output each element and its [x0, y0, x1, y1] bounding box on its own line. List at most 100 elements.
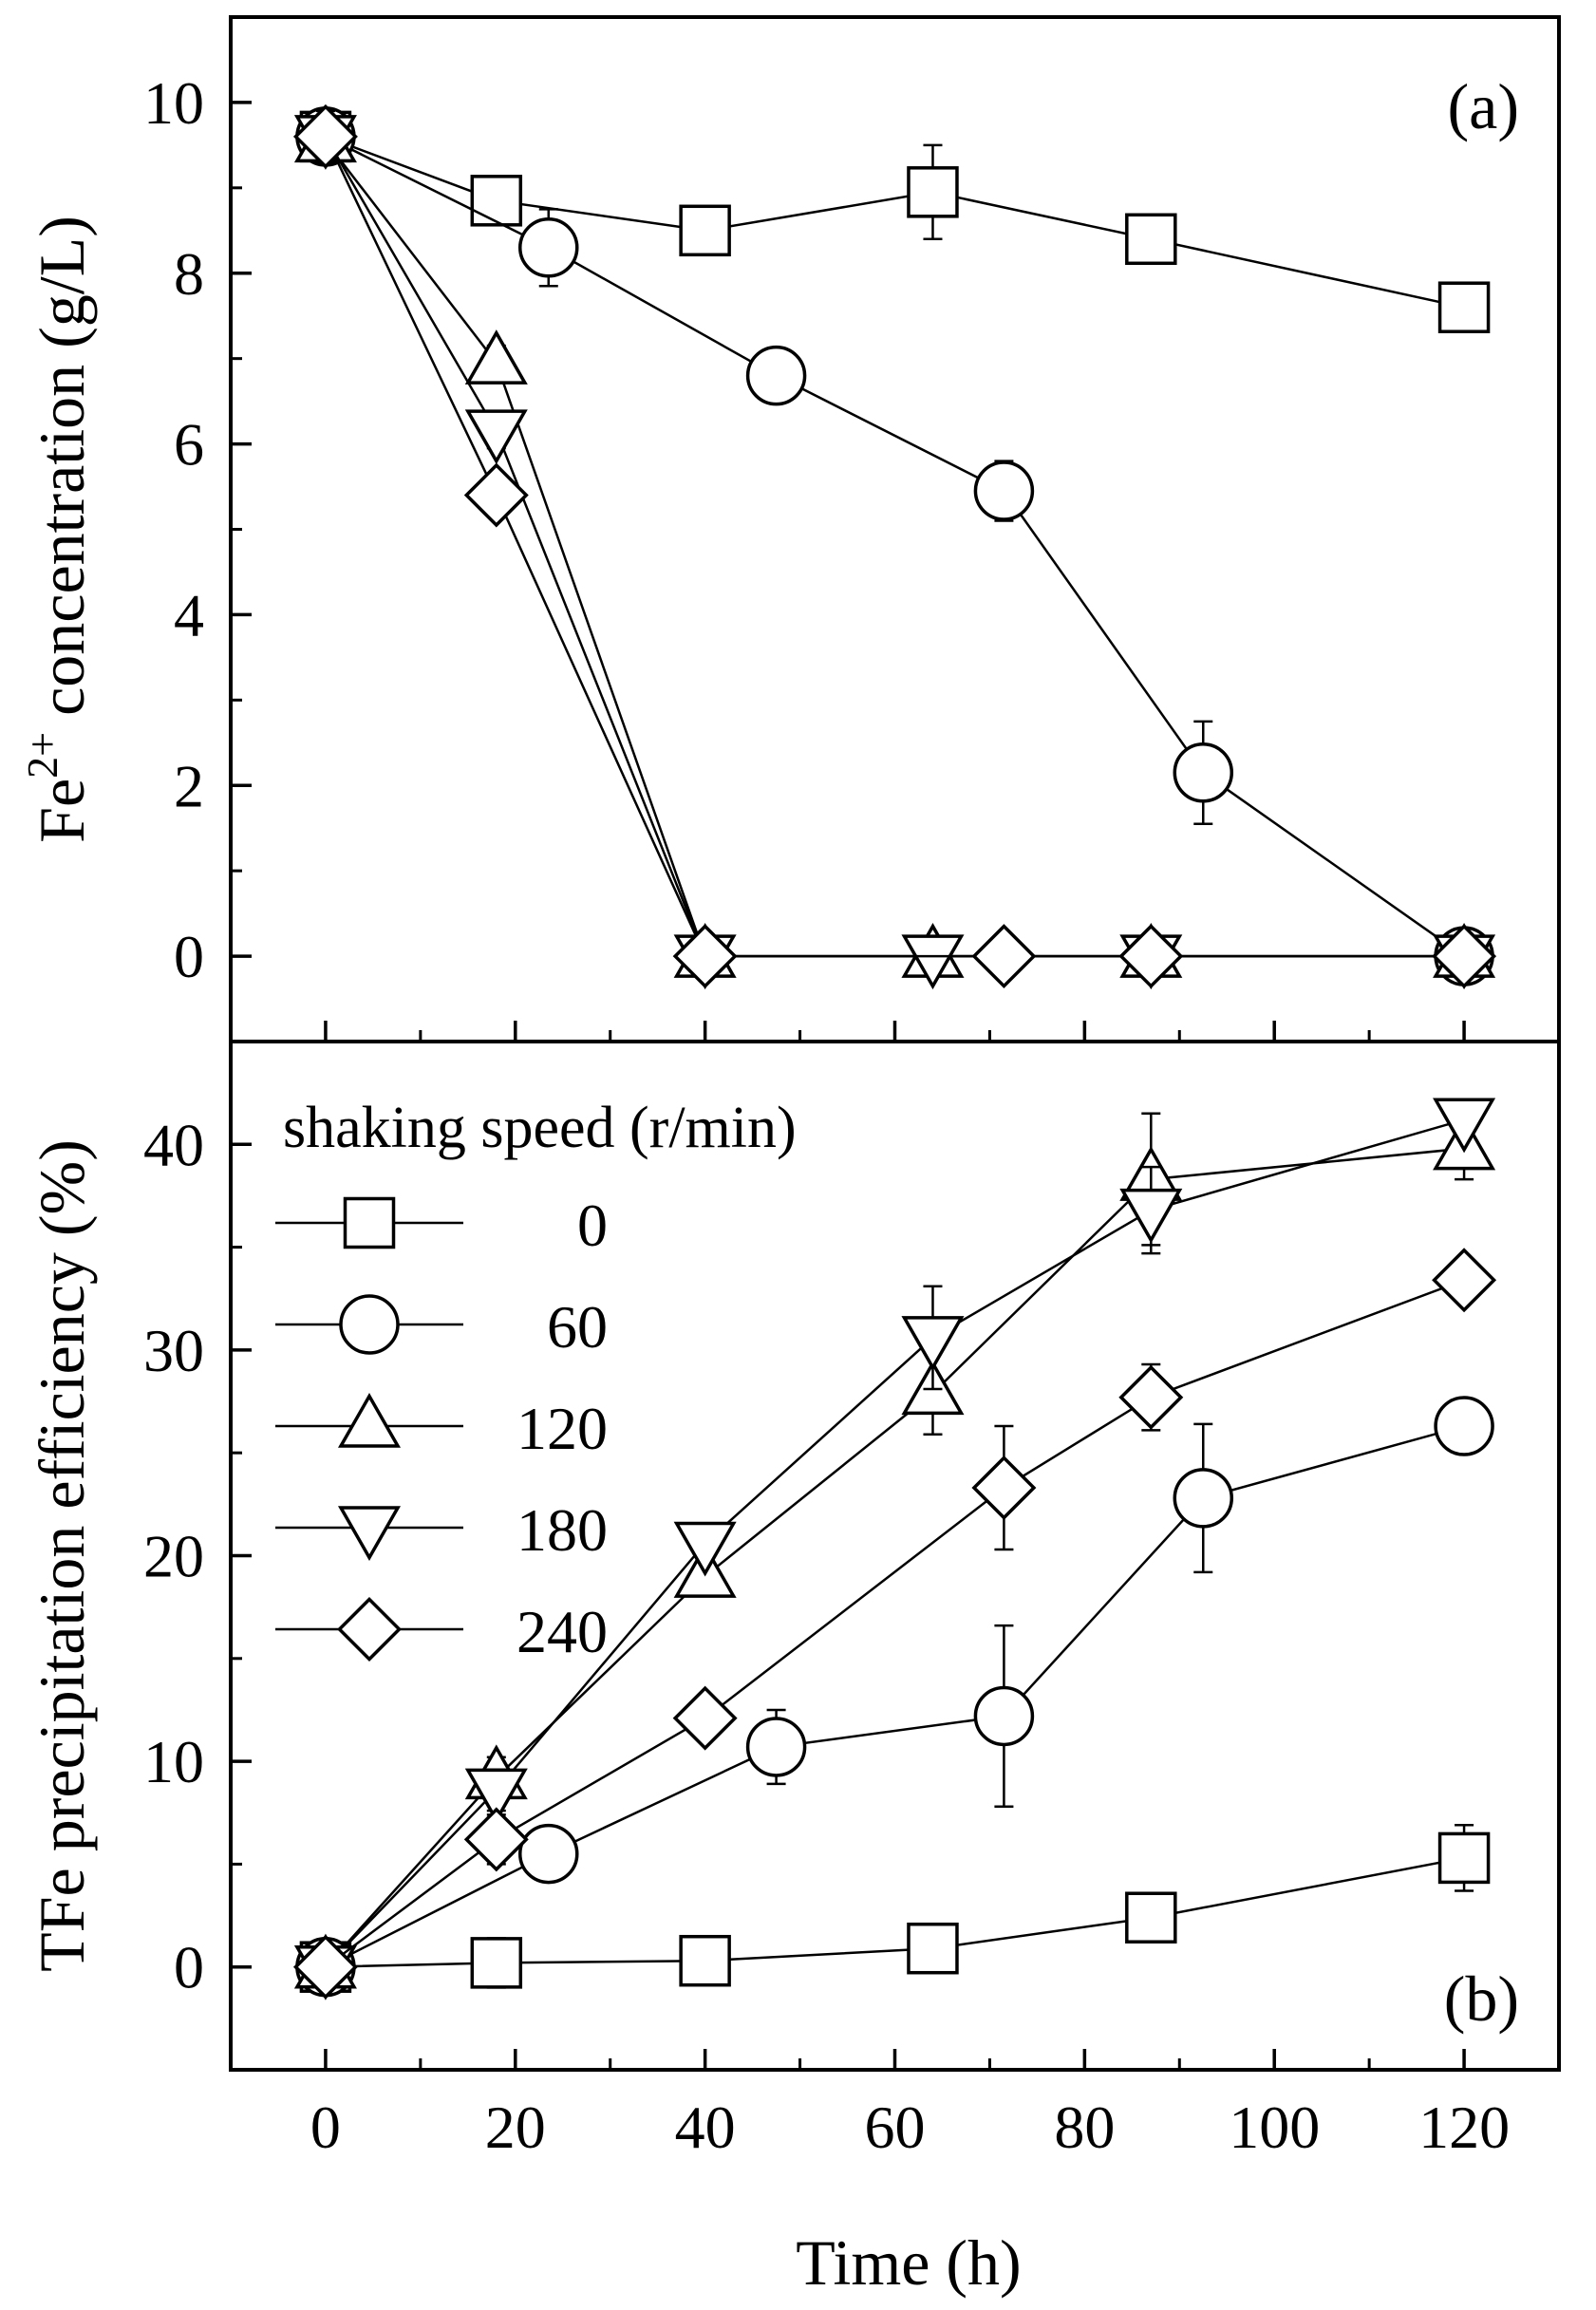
panel-b-xtick-label: 20 [485, 2094, 546, 2161]
panel-b-data-point [1125, 1891, 1177, 1944]
legend-title: shaking speed (r/min) [283, 1096, 797, 1160]
panel-b-data-point [672, 1685, 738, 1751]
panel-a-series-0 [299, 110, 1491, 333]
panel-b-data-point [971, 1455, 1037, 1520]
panel-b-data-point [673, 1521, 737, 1577]
panel-b-xtick-label: 80 [1054, 2094, 1115, 2161]
panel-b-data-point [463, 1807, 529, 1872]
legend-marker-triangle-down [337, 1506, 402, 1562]
panel-b-y-axis-title: TFe precipitation efficiency (%) [26, 1139, 98, 1972]
panel-a-ytick-label: 10 [143, 69, 204, 137]
panel-a-series-120 [293, 107, 1496, 978]
panel-b-data-point [1434, 1396, 1494, 1456]
panel-b-data-point [464, 1768, 528, 1824]
panel-a-ytick-label: 6 [174, 411, 204, 479]
panel-a-data-point [901, 934, 965, 990]
panel-b-series-60 [295, 1396, 1494, 1998]
panel-b-data-point [518, 1823, 579, 1885]
panel-b-xtick-label: 0 [310, 2094, 341, 2161]
panel-a-data-point [907, 166, 959, 218]
legend-label-180: 180 [516, 1496, 608, 1564]
legend-marker-circle [339, 1294, 400, 1355]
panel-b-xtick-label: 60 [865, 2094, 926, 2161]
panel-b-ytick-label: 20 [143, 1523, 204, 1590]
panel-b-xtick-label: 120 [1418, 2094, 1510, 2161]
panel-b-frame [229, 1040, 1561, 2072]
panel-a-data-point [1437, 281, 1491, 333]
panel-a-data-point [1432, 924, 1497, 989]
panel-a-ytick-label: 4 [174, 581, 204, 648]
legend-label-0: 0 [577, 1192, 608, 1259]
panel-a-series-240 [292, 103, 1497, 989]
legend-label-240: 240 [516, 1598, 608, 1665]
panel-a-data-point [672, 924, 738, 989]
panel-b-series-line [325, 1279, 1465, 1968]
panel-b-data-point [1118, 1364, 1184, 1430]
panel-b-series-180 [293, 1098, 1496, 2000]
panel-b-data-point [901, 1316, 965, 1371]
panel-a-ytick-label: 0 [174, 923, 204, 990]
panel-b-ytick-label: 40 [143, 1111, 204, 1178]
panel-a-series-line [324, 136, 1465, 958]
panel-b-data-point [679, 1934, 731, 1987]
legend-label-120: 120 [516, 1395, 608, 1462]
panel-b-series-line [325, 1424, 1465, 1968]
panel-a-series-line [324, 136, 1465, 958]
panel-a-data-point [1125, 213, 1177, 266]
panel-b-data-point [470, 1937, 523, 1989]
panel-b-data-point [1432, 1248, 1497, 1313]
panel-a-data-point [973, 460, 1035, 521]
panel-b-data-point [1433, 1098, 1496, 1154]
panel-b-xtick-label: 100 [1229, 2094, 1320, 2161]
panel-b-data-point [973, 1685, 1035, 1747]
panel-a-data-point [745, 345, 807, 406]
panel-a-label: (a) [1448, 70, 1519, 142]
panel-a-data-point [971, 924, 1037, 989]
panel-b-series-line [325, 1856, 1465, 1968]
panel-b-chart: 0 10 20 30 40 0 20 40 60 80 100 120 TFe precipitatio… [26, 1040, 1561, 2161]
panel-a-data-point [518, 217, 579, 278]
panel-b-series-line [325, 1147, 1465, 1968]
panel-b-ytick-label: 0 [174, 1934, 204, 2001]
panel-a-series-180 [293, 109, 1496, 990]
panel-a-series-line [324, 140, 1465, 958]
panel-b-ytick-label: 30 [143, 1317, 204, 1384]
panel-b-data-point [292, 1934, 358, 2000]
panel-b-series-line [325, 1118, 1465, 1968]
panel-a-series-line [325, 135, 1465, 958]
panel-a-data-point [463, 462, 529, 528]
panel-b-data-point [1173, 1468, 1234, 1529]
legend-marker-square [343, 1196, 396, 1249]
legend-marker-triangle-up [337, 1392, 402, 1448]
panel-a-data-point [679, 204, 731, 257]
panel-a-data-point [470, 175, 523, 227]
panel-b-data-point [907, 1922, 959, 1975]
legend-marker-diamond [337, 1597, 402, 1662]
panel-a-chart: 0 2 4 6 8 10 Fe2+ concentration (g/L) (a) [18, 15, 1561, 1043]
panel-b-series-120 [293, 1112, 1496, 1989]
panel-a-series-60 [295, 106, 1494, 986]
panel-b-series-240 [292, 1248, 1497, 2000]
panel-a-ytick-label: 2 [174, 752, 204, 819]
panel-b-data-point [745, 1717, 807, 1777]
panel-a-y-axis-title-part: Fe [26, 779, 98, 843]
panel-a-y-axis-title-part: concentration (g/L) [26, 216, 98, 732]
legend: shaking speed (r/min) 0 60 120 180 240 [275, 1096, 797, 1665]
panel-a-frame [229, 15, 1561, 1043]
panel-a-series-line [325, 135, 1465, 309]
panel-a-y-axis-title: Fe2+ concentration (g/L) [18, 216, 98, 843]
legend-label-60: 60 [547, 1293, 608, 1361]
panel-a-y-axis-title-sup: 2+ [18, 732, 66, 779]
panel-b-xtick-label: 40 [675, 2094, 736, 2161]
panel-a-data-point [464, 409, 528, 465]
panel-a-data-point [1118, 924, 1184, 989]
panel-a-data-point [292, 103, 358, 169]
panel-b-ytick-label: 10 [143, 1728, 204, 1795]
panel-b-label: (b) [1444, 1963, 1519, 2035]
panel-a-data-point [1173, 742, 1234, 803]
panel-a-ytick-label: 8 [174, 240, 204, 308]
panel-a-data-point [464, 329, 528, 385]
x-axis-title: Time (h) [796, 2226, 1021, 2299]
panel-b-data-point [1437, 1831, 1491, 1885]
